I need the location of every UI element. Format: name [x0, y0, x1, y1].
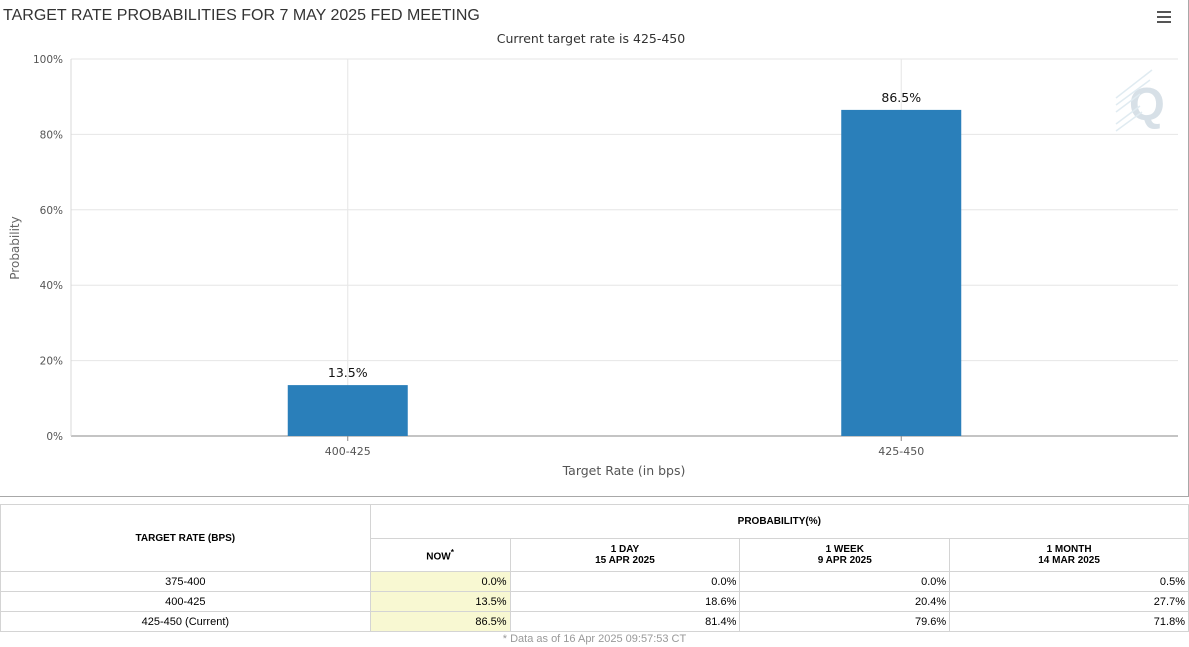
- table-row: 425-450 (Current) 86.5% 81.4% 79.6% 71.8%: [0, 611, 1189, 632]
- x-tick-label: 425-450: [878, 445, 924, 458]
- bar-data-label: 13.5%: [328, 365, 368, 380]
- y-tick-label: 20%: [40, 356, 63, 368]
- chart-title: TARGET RATE PROBABILITIES FOR 7 MAY 2025…: [3, 7, 480, 24]
- probability-cell-1-week: 0.0%: [739, 571, 951, 592]
- probability-cell-1-day: 0.0%: [509, 571, 741, 592]
- column-header-now: NOW*: [369, 538, 511, 572]
- column-header-1-week: 1 WEEK 9 APR 2025: [739, 538, 951, 572]
- probability-table: TARGET RATE (BPS) PROBABILITY(%) NOW* 1 D…: [0, 504, 1189, 632]
- chart-menu-button[interactable]: [1152, 6, 1176, 28]
- probability-cell-1-week: 20.4%: [739, 591, 951, 612]
- y-tick-label: 80%: [40, 129, 63, 141]
- chart-panel: TARGET RATE PROBABILITIES FOR 7 MAY 2025…: [0, 0, 1189, 497]
- probability-cell-1-month: 27.7%: [949, 591, 1189, 612]
- probability-table-panel: TARGET RATE (BPS) PROBABILITY(%) NOW* 1 D…: [0, 504, 1189, 647]
- probability-cell-1-day: 81.4%: [509, 611, 741, 632]
- x-axis-title: Target Rate (in bps): [562, 463, 686, 478]
- target-rate-cell: 375-400: [0, 571, 371, 592]
- y-axis-title: Probability: [8, 216, 22, 279]
- bar-chart: TARGET RATE PROBABILITIES FOR 7 MAY 2025…: [3, 7, 1178, 478]
- probability-cell-1-day: 18.6%: [509, 591, 741, 612]
- target-rate-header: TARGET RATE (BPS): [0, 504, 371, 572]
- table-row: 400-425 13.5% 18.6% 20.4% 27.7%: [0, 591, 1189, 612]
- svg-text:Q: Q: [1129, 78, 1165, 130]
- probability-header: PROBABILITY(%): [369, 504, 1189, 539]
- probability-cell-1-week: 79.6%: [739, 611, 951, 632]
- column-header-1-day: 1 DAY 15 APR 2025: [509, 538, 741, 572]
- probability-cell-now: 13.5%: [369, 591, 511, 612]
- y-tick-label: 0%: [46, 431, 63, 443]
- bar-data-label: 86.5%: [881, 90, 921, 105]
- target-rate-cell: 400-425: [0, 591, 371, 612]
- y-tick-label: 100%: [33, 54, 63, 66]
- chart-subtitle: Current target rate is 425-450: [497, 31, 685, 46]
- probability-cell-1-month: 71.8%: [949, 611, 1189, 632]
- data-timestamp-footnote: * Data as of 16 Apr 2025 09:57:53 CT: [502, 633, 687, 645]
- table-row: 375-400 0.0% 0.0% 0.0% 0.5%: [0, 571, 1189, 592]
- y-tick-label: 60%: [40, 205, 63, 217]
- probability-cell-now: 0.0%: [369, 571, 511, 592]
- target-rate-cell: 425-450 (Current): [0, 611, 371, 632]
- quikstrike-q-logo-icon: Q: [1115, 69, 1165, 132]
- bar-425-450[interactable]: [841, 109, 962, 437]
- probability-cell-now: 86.5%: [369, 611, 511, 632]
- column-header-1-month: 1 MONTH 14 MAR 2025: [949, 538, 1189, 572]
- y-tick-label: 40%: [40, 280, 63, 292]
- probability-cell-1-month: 0.5%: [949, 571, 1189, 592]
- x-tick-label: 400-425: [325, 445, 371, 458]
- bar-400-425[interactable]: [287, 385, 408, 436]
